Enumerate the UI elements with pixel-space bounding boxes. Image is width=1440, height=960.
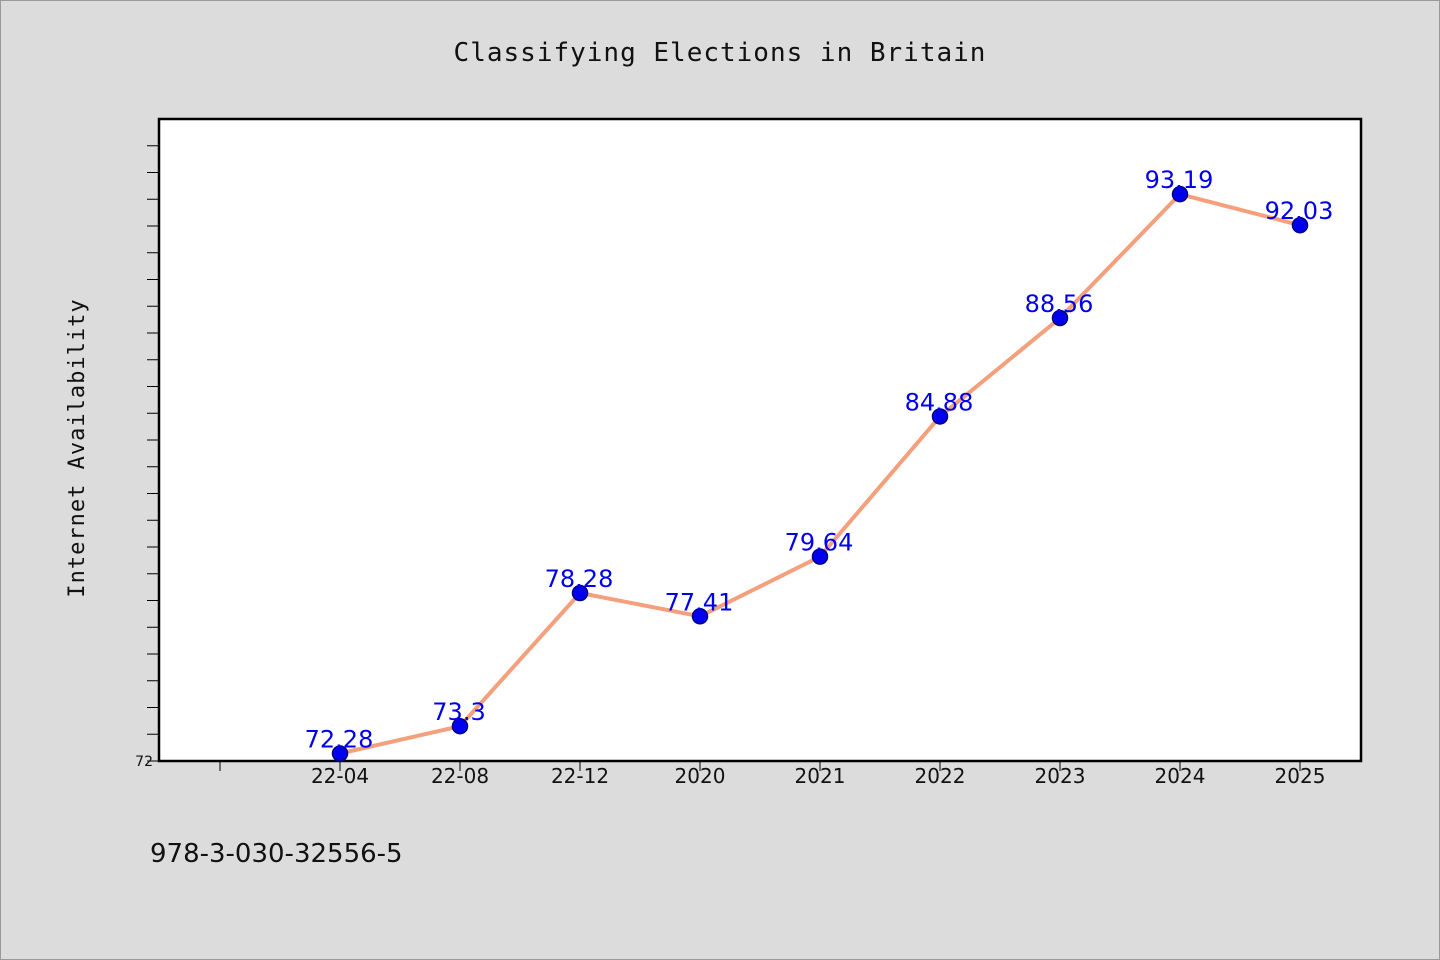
data-label: 92.03 — [1265, 197, 1334, 225]
x-tick-label: 22-04 — [311, 764, 369, 788]
data-point — [1171, 185, 1189, 203]
isbn-footer: 978-3-030-32556-5 — [150, 839, 403, 869]
data-point — [1291, 216, 1309, 234]
data-label: 78.28 — [545, 565, 614, 593]
x-tick-label: 2021 — [795, 764, 846, 788]
data-point — [811, 548, 829, 565]
x-tick-label: 22-08 — [431, 764, 489, 788]
x-axis-ticks: 22-04 22-08 22-12 2020 2021 2022 2023 2024 2025 — [219, 761, 1326, 788]
data-label: 72.28 — [305, 726, 374, 754]
y-axis-ticks: 72 — [135, 145, 159, 770]
y-tick-label: 72 — [135, 754, 153, 770]
x-tick-label: 2020 — [675, 764, 726, 788]
y-axis-label: Internet Availability — [65, 298, 90, 597]
x-tick-label: 2024 — [1155, 764, 1206, 788]
x-tick-label: 2023 — [1035, 764, 1086, 788]
data-labels: 72.28 73.3 78.28 77.41 79.64 84.88 88.56 93.19 9… — [305, 166, 1334, 753]
plot-area — [157, 117, 1363, 763]
x-tick-label: 2025 — [1275, 764, 1326, 788]
data-label: 93.19 — [1145, 166, 1214, 194]
data-point — [1051, 309, 1069, 327]
series-line-group — [331, 185, 1309, 762]
chart-title: Classifying Elections in Britain — [454, 38, 987, 68]
data-label: 77.41 — [665, 588, 734, 616]
data-point — [931, 408, 949, 425]
x-tick-label: 22-12 — [551, 764, 609, 788]
data-label: 79.64 — [785, 529, 854, 557]
data-point — [451, 717, 469, 735]
x-tick-label: 2022 — [915, 764, 966, 788]
data-point — [331, 745, 349, 762]
data-point — [571, 584, 589, 602]
data-label: 73.3 — [432, 698, 485, 726]
data-label: 84.88 — [905, 388, 974, 416]
data-label: 88.56 — [1025, 290, 1094, 318]
data-point — [691, 608, 709, 625]
